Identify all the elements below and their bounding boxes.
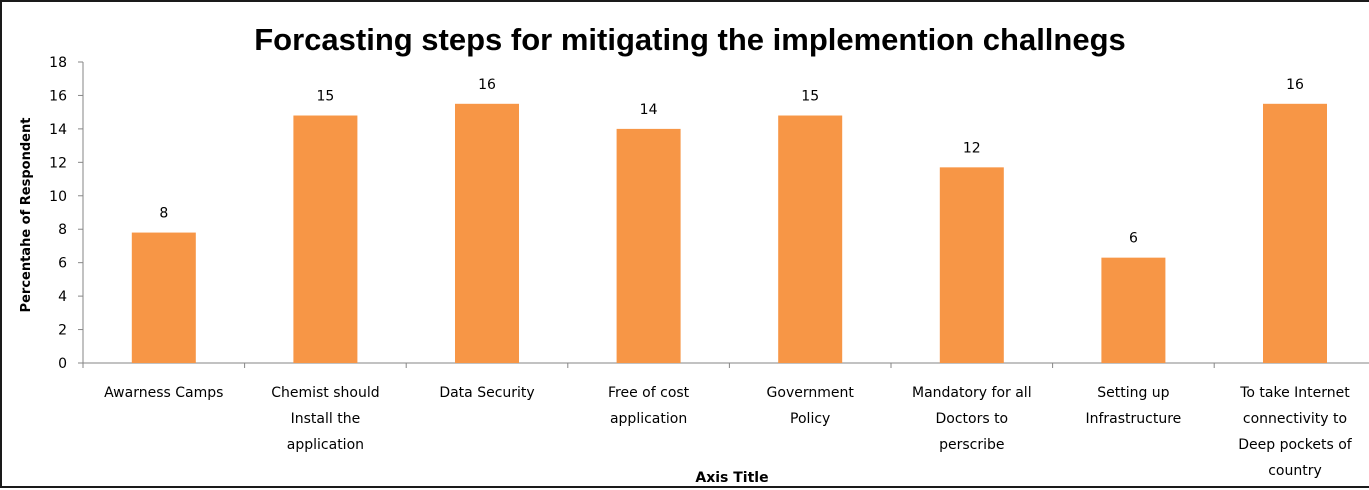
x-category-label-line: perscribe [939,437,1004,453]
x-category-label-line: Awarness Camps [104,385,223,401]
x-category-label-line: Infrastructure [1085,411,1181,427]
y-tick-label: 18 [49,55,67,71]
bar-data-label: 15 [316,89,334,105]
x-category-label: Chemist should Install the application [271,385,379,453]
y-tick-label: 2 [58,323,67,339]
bar [778,115,843,363]
bar [1101,257,1166,363]
x-category-label-line: connectivity to [1243,411,1347,427]
x-category-label-line: Government [767,385,855,401]
x-category-label: Free of cost application [608,385,690,427]
y-tick-label: 14 [49,122,67,138]
bar-data-label: 6 [1129,231,1138,247]
y-tick-label: 6 [58,256,67,272]
bar-data-label: 16 [1286,77,1304,93]
bar-data-label: 8 [159,206,168,222]
x-category-label: Government Policy [767,385,855,427]
x-category-label: Setting up Infrastructure [1085,385,1181,427]
x-category-label-line: country [1268,463,1322,479]
x-category-label: Awarness Camps [104,385,223,401]
x-category-label: To take Internet connectivity to Deep pock… [1238,385,1353,479]
bar [131,232,196,363]
x-category-label-line: Setting up [1097,385,1169,401]
bar-data-label: 16 [478,77,496,93]
x-category-label-line: Mandatory for all [912,385,1032,401]
x-category-label-line: To take Internet [1239,385,1350,401]
x-category-label: Mandatory for all Doctors to perscribe [912,385,1032,453]
bar-data-label: 14 [640,102,658,118]
bar [616,128,681,363]
x-category-label-line: application [610,411,687,427]
bar [455,103,519,364]
bar [293,115,358,363]
bar-data-label: 15 [801,89,819,105]
y-tick-label: 4 [58,289,67,305]
bar [939,167,1004,363]
axes: 0 2 4 6 8 10 12 14 16 18 [49,55,1369,372]
x-axis-label: Axis Title [695,470,768,486]
y-tick-label: 12 [49,155,67,171]
x-category-label-line: Policy [790,411,830,427]
bars [131,103,1327,364]
y-tick-label: 16 [49,88,67,104]
x-category-label: Data Security [439,385,534,401]
x-category-label-line: Chemist should [271,385,379,401]
x-category-label-line: Deep pockets of [1238,437,1353,453]
x-category-label-line: Free of cost [608,385,690,401]
y-tick-label: 8 [58,222,67,238]
x-category-label-line: Install the [291,411,361,427]
bar [1263,103,1327,364]
x-category-label-line: Data Security [439,385,534,401]
chart-title: Forcasting steps for mitigating the impl… [254,22,1126,57]
labels: 8 Awarness Camps 15 Chemist should Install t… [104,77,1353,479]
y-axis-label: Percentahe of Respondent [19,118,34,313]
y-tick-label: 10 [49,189,67,205]
x-category-label-line: Doctors to [935,411,1008,427]
y-tick-label: 0 [58,356,67,372]
x-category-label-line: application [287,437,364,453]
bar-data-label: 12 [963,140,981,156]
